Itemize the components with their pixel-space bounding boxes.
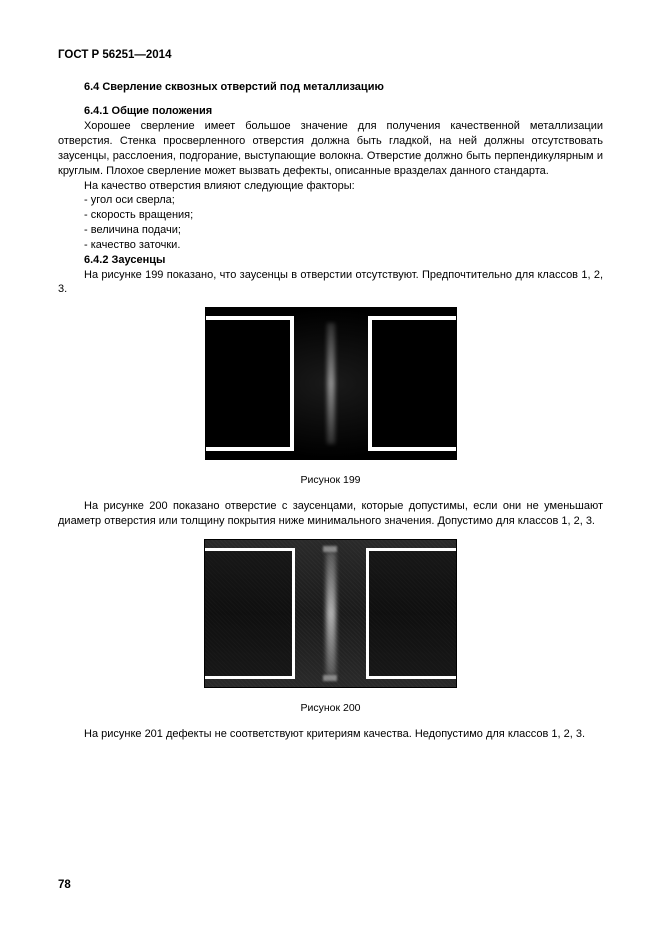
factor-item: - качество заточки. [84,238,603,253]
factor-item: - угол оси сверла; [84,193,603,208]
figure-200-image [204,539,457,688]
figure-199-container: Рисунок 199 [58,307,603,487]
section-6-4-title: 6.4 Сверление сквозных отверстий под мет… [58,80,603,95]
subsection-6-4-2-title: 6.4.2 Заусенцы [58,254,165,266]
factor-item: - величина подачи; [84,223,603,238]
para-fig200: На рисунке 200 показано отверстие с заус… [58,499,603,529]
para-fig199: На рисунке 199 показано, что заусенцы в … [58,268,603,298]
factor-item: - скорость вращения; [84,208,603,223]
factors-intro: На качество отверстия влияют следующие ф… [58,179,603,194]
figure-199-image [205,307,457,460]
para-6-4-1: Хорошее сверление имеет большое значение… [58,119,603,178]
page-number: 78 [58,878,71,894]
document-id: ГОСТ Р 56251—2014 [58,48,603,64]
figure-200-caption: Рисунок 200 [58,701,603,715]
figure-200-container: Рисунок 200 [58,539,603,715]
subsection-6-4-1-title: 6.4.1 Общие положения [58,105,212,117]
para-fig201: На рисунке 201 дефекты не соответствуют … [58,727,603,742]
factors-list: - угол оси сверла; - скорость вращения; … [84,193,603,252]
figure-199-caption: Рисунок 199 [58,473,603,487]
